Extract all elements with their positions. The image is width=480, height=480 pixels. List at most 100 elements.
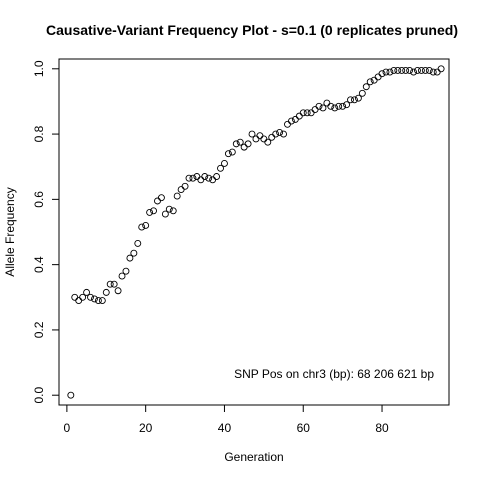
data-point xyxy=(335,102,343,110)
data-point xyxy=(114,287,122,295)
data-point xyxy=(252,135,260,143)
data-point xyxy=(421,66,429,74)
data-point xyxy=(260,135,268,143)
data-point xyxy=(189,174,197,182)
data-point xyxy=(295,112,303,120)
y-tick-label: 1.0 xyxy=(32,60,46,77)
data-point xyxy=(264,138,272,146)
y-tick-label: 0.0 xyxy=(32,387,46,404)
y-axis: 0.0 0.2 0.4 0.6 0.8 1.0 xyxy=(32,60,59,404)
data-point xyxy=(134,239,142,247)
data-point xyxy=(390,66,398,74)
data-point xyxy=(347,96,354,104)
y-tick-label: 0.8 xyxy=(32,125,46,142)
data-point xyxy=(169,207,177,215)
x-tick-label: 60 xyxy=(297,421,311,435)
data-point xyxy=(224,150,232,158)
data-point xyxy=(331,104,339,112)
data-point xyxy=(307,109,315,117)
data-point xyxy=(177,186,185,194)
data-point xyxy=(366,78,374,86)
data-point xyxy=(323,99,331,107)
data-point xyxy=(157,194,165,202)
data-point xyxy=(110,280,118,288)
data-point xyxy=(232,140,240,148)
data-point xyxy=(311,106,319,114)
data-point xyxy=(130,249,138,257)
plot-frame xyxy=(58,58,450,406)
y-axis-label: Allele Frequency xyxy=(3,187,17,276)
data-point xyxy=(75,297,83,304)
data-point xyxy=(193,173,201,180)
data-point xyxy=(165,205,173,213)
data-point xyxy=(201,173,209,180)
data-point xyxy=(150,207,157,215)
snp-position-annotation: SNP Pos on chr3 (bp): 68 206 621 bp xyxy=(234,367,434,381)
x-axis-label: Generation xyxy=(224,450,283,464)
data-point xyxy=(429,68,437,76)
data-point xyxy=(185,174,193,182)
data-point xyxy=(213,173,221,180)
y-tick-label: 0.4 xyxy=(32,256,46,273)
data-point xyxy=(67,391,75,399)
data-point xyxy=(284,120,291,128)
data-point xyxy=(102,288,110,296)
x-axis: 0 20 40 60 80 xyxy=(64,405,389,435)
y-tick-label: 0.2 xyxy=(32,321,46,338)
y-tick-label: 0.6 xyxy=(32,191,46,208)
data-point xyxy=(268,133,276,141)
data-point xyxy=(299,109,307,117)
data-point xyxy=(315,102,323,110)
data-point xyxy=(437,65,445,73)
data-point xyxy=(161,210,169,218)
data-point xyxy=(126,254,134,262)
data-point xyxy=(378,70,386,78)
data-point xyxy=(362,83,370,91)
data-point xyxy=(374,73,382,81)
data-point xyxy=(339,102,347,110)
data-point xyxy=(402,66,410,74)
x-tick-label: 20 xyxy=(139,421,153,435)
x-tick-label: 80 xyxy=(375,421,389,435)
data-point xyxy=(358,89,366,97)
data-point xyxy=(217,164,224,172)
data-point xyxy=(398,66,406,74)
data-point xyxy=(382,68,390,76)
data-point xyxy=(71,293,79,301)
data-point xyxy=(205,174,213,182)
data-point xyxy=(303,109,311,117)
data-point xyxy=(106,280,114,288)
data-point xyxy=(414,66,421,74)
data-point xyxy=(354,94,362,102)
data-point xyxy=(291,115,299,123)
data-point xyxy=(118,272,126,280)
data-point xyxy=(280,130,287,138)
data-point xyxy=(122,267,130,275)
data-point xyxy=(91,295,98,303)
data-point xyxy=(287,117,295,125)
data-point xyxy=(272,130,280,138)
data-point xyxy=(327,102,335,110)
data-points xyxy=(67,65,445,399)
x-tick-label: 0 xyxy=(64,421,71,435)
data-point xyxy=(417,66,425,74)
data-point xyxy=(244,140,252,148)
data-point xyxy=(343,101,351,109)
data-point xyxy=(410,68,417,76)
data-point xyxy=(197,176,205,184)
data-point xyxy=(98,297,106,304)
data-point xyxy=(406,66,414,74)
data-point xyxy=(228,148,236,156)
data-point xyxy=(138,223,146,231)
data-point xyxy=(370,76,378,84)
data-point xyxy=(221,160,228,167)
data-point xyxy=(209,176,217,184)
data-point xyxy=(433,68,441,76)
data-point xyxy=(351,96,358,104)
x-tick-label: 40 xyxy=(218,421,232,435)
data-point xyxy=(83,288,91,296)
data-point xyxy=(319,104,327,112)
data-point xyxy=(154,197,161,205)
chart-title: Causative-Variant Frequency Plot - s=0.1… xyxy=(46,22,458,38)
